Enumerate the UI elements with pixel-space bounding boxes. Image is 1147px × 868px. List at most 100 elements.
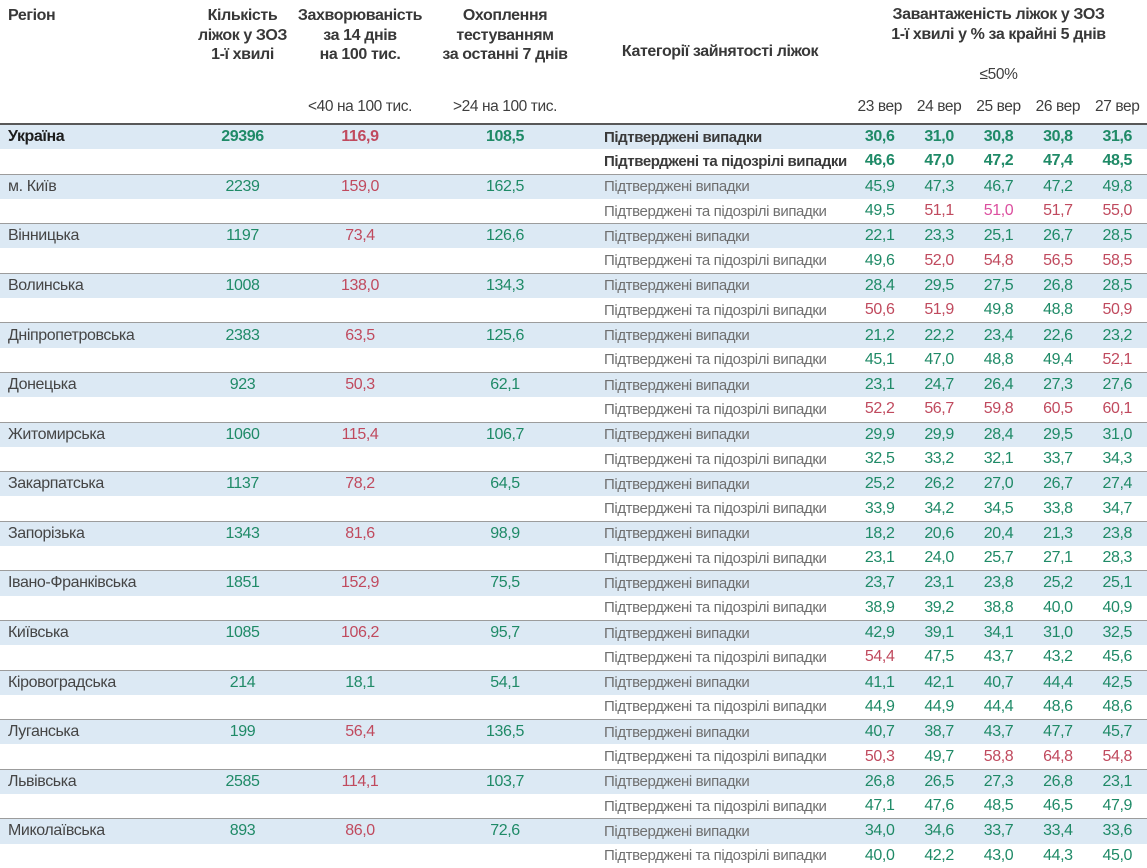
- occupancy-value: 30,6: [864, 128, 895, 146]
- occupancy-value: 43,7: [983, 648, 1014, 666]
- occupancy-value: 50,3: [864, 747, 895, 765]
- occupancy-value: 20,6: [924, 524, 954, 542]
- category-label-confirmed: Підтверджені випадки: [604, 525, 750, 543]
- testing-value: 108,5: [485, 128, 525, 146]
- occupancy-value: 23,1: [864, 376, 895, 394]
- region-block: Житомирська 1060 115,4 106,7 Підтверджені ви…: [0, 421, 1147, 472]
- occupancy-value: 23,1: [864, 549, 895, 567]
- occupancy-value: 34,2: [924, 499, 954, 517]
- table-row: м. Київ 2239 159,0 162,5 Підтверджені випадк…: [0, 174, 1147, 199]
- occupancy-value: 28,4: [983, 425, 1014, 443]
- occupancy-value: 43,7: [983, 723, 1014, 741]
- occupancy-value: 48,5: [983, 797, 1014, 815]
- occupancy-value: 44,9: [864, 697, 895, 715]
- occupancy-value: 47,9: [1102, 797, 1133, 815]
- occupancy-value: 42,2: [924, 846, 954, 864]
- occupancy-value: 47,7: [1043, 723, 1073, 741]
- region-name: Запорізька: [8, 524, 85, 542]
- category-label-confirmed-suspected: Підтверджені та підозрілі випадки: [604, 599, 827, 617]
- table-row: Підтверджені та підозрілі випадки 45,1 47,…: [0, 348, 1147, 372]
- occupancy-value: 64,8: [1043, 747, 1073, 765]
- incidence-value: 106,2: [340, 624, 380, 642]
- occupancy-value: 25,7: [983, 549, 1014, 567]
- region-block: Запорізька 1343 81,6 98,9 Підтверджені випад…: [0, 520, 1147, 571]
- occupancy-value: 46,6: [864, 152, 895, 170]
- testing-value: 125,6: [485, 326, 525, 344]
- table-row: Підтверджені та підозрілі випадки 54,4 47,…: [0, 645, 1147, 669]
- category-label-confirmed: Підтверджені випадки: [604, 674, 750, 692]
- occupancy-value: 34,5: [983, 499, 1014, 517]
- region-name: Житомирська: [8, 425, 105, 443]
- table-row: Підтверджені та підозрілі випадки 49,5 51,…: [0, 199, 1147, 223]
- table-row: Підтверджені та підозрілі випадки 33,9 34,…: [0, 496, 1147, 520]
- category-label-confirmed-suspected: Підтверджені та підозрілі випадки: [604, 648, 827, 666]
- occupancy-value: 47,0: [924, 152, 954, 170]
- date-columns-row: 23 вер 24 вер 25 вер 26 вер 27 вер: [850, 98, 1147, 122]
- occupancy-value: 20,4: [983, 524, 1014, 542]
- occupancy-value: 59,8: [983, 400, 1014, 418]
- occupancy-value: 47,0: [924, 350, 954, 368]
- testing-value: 126,6: [485, 227, 525, 245]
- occupancy-value: 31,6: [1102, 128, 1133, 146]
- table-row: Підтверджені та підозрілі випадки 46,6 47,…: [0, 149, 1147, 173]
- occupancy-value: 34,3: [1102, 450, 1133, 467]
- occupancy-value: 28,4: [864, 276, 895, 294]
- occupancy-value: 24,7: [924, 376, 954, 394]
- occupancy-value: 24,0: [924, 549, 954, 567]
- occupancy-value: 49,7: [924, 747, 954, 765]
- occupancy-value: 44,3: [1043, 846, 1073, 864]
- testing-value: 134,3: [485, 276, 525, 294]
- occupancy-value: 30,8: [1043, 128, 1073, 146]
- region-name: Кіровоградська: [8, 673, 116, 691]
- category-label-confirmed-suspected: Підтверджені та підозрілі випадки: [604, 400, 827, 418]
- incidence-value: 138,0: [340, 276, 380, 294]
- occupancy-value: 42,9: [864, 624, 895, 642]
- region-block: Україна 29396 116,9 108,5 Підтверджені випад…: [0, 125, 1147, 174]
- category-label-confirmed: Підтверджені випадки: [604, 128, 762, 146]
- occupancy-value: 49,8: [983, 301, 1014, 319]
- beds-value: 1137: [226, 475, 259, 493]
- beds-value: 199: [229, 723, 256, 741]
- occupancy-value: 32,1: [983, 450, 1014, 467]
- category-label-confirmed: Підтверджені випадки: [604, 227, 750, 245]
- occupancy-value: 31,0: [1043, 624, 1073, 642]
- occupancy-value: 38,8: [983, 598, 1014, 616]
- category-label-confirmed-suspected: Підтверджені та підозрілі випадки: [604, 202, 827, 220]
- region-block: Донецька 923 50,3 62,1 Підтверджені випадки 2…: [0, 371, 1147, 422]
- category-label-confirmed-suspected: Підтверджені та підозрілі випадки: [604, 698, 827, 716]
- region-name: м. Київ: [8, 177, 57, 195]
- occupancy-value: 23,1: [924, 574, 954, 592]
- category-label-confirmed-suspected: Підтверджені та підозрілі випадки: [604, 500, 827, 518]
- incidence-value: 114,1: [341, 772, 379, 790]
- category-label-confirmed-suspected: Підтверджені та підозрілі випадки: [604, 351, 827, 369]
- region-name: Дніпропетровська: [8, 326, 135, 344]
- region-block: Дніпропетровська 2383 63,5 125,6 Підтверджен…: [0, 322, 1147, 372]
- occupancy-value: 42,5: [1102, 673, 1133, 691]
- occupancy-value: 47,4: [1043, 152, 1073, 170]
- occupancy-value: 54,8: [983, 251, 1014, 269]
- incidence-value: 50,3: [345, 376, 375, 394]
- occupancy-value: 29,9: [924, 425, 954, 443]
- table-row: Підтверджені та підозрілі випадки 49,6 52,…: [0, 248, 1147, 272]
- testing-value: 62,1: [490, 376, 520, 394]
- occupancy-value: 23,3: [924, 227, 954, 245]
- region-name: Україна: [8, 128, 65, 146]
- occupancy-value: 54,4: [864, 648, 895, 666]
- date-column-header: 27 вер: [1095, 98, 1140, 115]
- column-header-incidence: Захворюваність за 14 днів на 100 тис.: [297, 7, 423, 64]
- region-name: Львівська: [8, 772, 77, 790]
- category-label-confirmed: Підтверджені випадки: [604, 327, 750, 345]
- occupancy-value: 27,0: [983, 475, 1014, 493]
- testing-value: 106,7: [485, 425, 525, 443]
- occupancy-value: 47,5: [924, 648, 954, 666]
- occupancy-value: 34,0: [864, 822, 895, 840]
- occupancy-value: 58,8: [983, 747, 1014, 765]
- occupancy-value: 40,7: [983, 673, 1014, 691]
- table-row: Львівська 2585 114,1 103,7 Підтверджені випа…: [0, 769, 1147, 795]
- occupancy-value: 22,2: [924, 326, 954, 344]
- occupancy-value: 32,5: [864, 450, 895, 467]
- occupancy-value: 50,9: [1102, 301, 1133, 319]
- occupancy-value: 27,3: [983, 772, 1014, 790]
- occupancy-value: 26,7: [1043, 475, 1073, 493]
- date-column-header: 24 вер: [916, 98, 962, 115]
